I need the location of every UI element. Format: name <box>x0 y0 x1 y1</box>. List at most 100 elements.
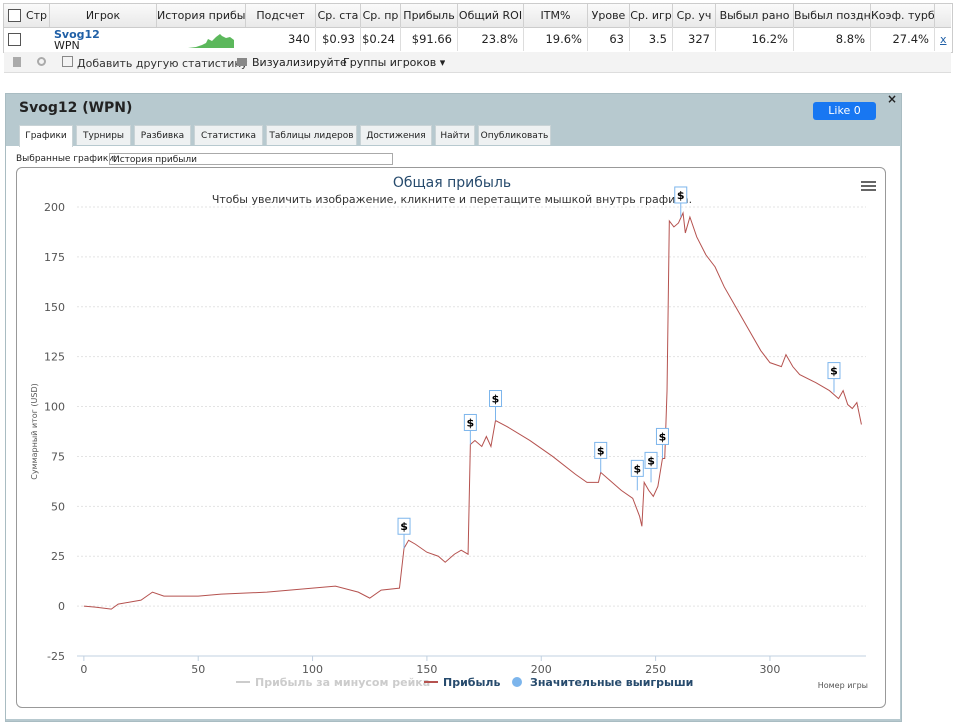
column-header: ITM% <box>524 4 588 27</box>
tab[interactable]: Таблицы лидеров <box>266 125 357 145</box>
flag <box>630 459 644 477</box>
chart-select[interactable]: История прибыли <box>109 153 393 165</box>
y-tick-label: 100 <box>44 401 65 414</box>
flag <box>594 441 608 459</box>
player-name[interactable]: Svog12 <box>54 28 100 41</box>
column-header: Ср. игр <box>630 4 673 27</box>
flag-label: $ <box>647 454 655 467</box>
trash-icon[interactable] <box>13 57 21 67</box>
y-tick-label: 25 <box>51 550 65 563</box>
tab[interactable]: Разбивка <box>134 125 191 145</box>
cell-value: 8.8% <box>794 27 871 51</box>
cell-value: $0.24 <box>361 27 401 51</box>
x-tick-label: 150 <box>416 663 437 676</box>
x-tick-label: 300 <box>759 663 780 676</box>
cell-value: $0.93 <box>316 27 361 51</box>
column-header: Прибыль <box>401 4 458 27</box>
flag <box>655 427 669 445</box>
column-header: Ср. пр <box>361 4 401 27</box>
column-header: Урове <box>588 4 630 27</box>
chart-frame <box>16 167 886 708</box>
player-site: WPN <box>54 39 80 52</box>
cell-value: 3.5 <box>630 27 673 51</box>
sparkline <box>168 34 234 48</box>
player-groups-label: Группы игроков <box>343 56 437 69</box>
header-checkbox[interactable] <box>8 9 21 22</box>
cell-value: 340 <box>246 27 316 51</box>
tab[interactable]: Графики <box>19 125 73 147</box>
chart: Общая прибыль Чтобы увеличить изображение… <box>30 175 876 690</box>
tab[interactable]: Статистика <box>194 125 263 145</box>
y-tick-label: 125 <box>44 351 65 364</box>
cell-value: 19.6% <box>524 27 588 51</box>
panel-body <box>6 146 900 719</box>
menu-button[interactable] <box>861 181 876 183</box>
legend-symbol <box>512 677 522 687</box>
visualize[interactable]: Визуализируйте <box>237 56 347 69</box>
menu-line <box>861 189 876 191</box>
flag <box>397 517 411 535</box>
flag <box>674 186 688 204</box>
column-header: Выбыл поздне <box>794 4 871 27</box>
flag <box>489 390 503 408</box>
legend-label[interactable]: Прибыль <box>443 676 500 689</box>
column-header: Выбыл рано <box>716 4 794 27</box>
tab[interactable]: Опубликовать <box>478 125 551 145</box>
column-header: Ср. уч <box>673 4 716 27</box>
flag <box>827 362 841 380</box>
y-tick-label: 175 <box>44 251 65 264</box>
cell-value: 23.8% <box>458 27 524 51</box>
cell-value: 27.4% <box>871 27 935 51</box>
profit-line <box>83 211 862 610</box>
cell-value: 16.2% <box>716 27 794 51</box>
x-tick-label: 50 <box>191 663 205 676</box>
select-value: История прибыли <box>113 155 197 165</box>
y-tick-label: 200 <box>44 201 65 214</box>
refresh-icon[interactable] <box>37 57 46 66</box>
add-stat[interactable]: Добавить другую статистику <box>62 56 248 70</box>
flag-label: $ <box>492 393 500 406</box>
select-label: Выбранные графики: <box>16 154 118 164</box>
like-button[interactable]: Like 0 <box>813 102 876 120</box>
cell-value: 63 <box>588 27 630 51</box>
close-button[interactable]: × <box>887 92 898 106</box>
x-tick-label: 0 <box>80 663 87 676</box>
y-tick-label: 50 <box>51 500 65 513</box>
column-header: Ср. ста <box>316 4 361 27</box>
legend-label[interactable]: Прибыль за минусом рейка <box>255 676 430 689</box>
player-groups[interactable]: Группы игроков ▾ <box>343 56 446 69</box>
column-header: Общий ROI <box>458 4 524 27</box>
chart-subtitle: Чтобы увеличить изображение, кликните и … <box>212 193 692 206</box>
tab[interactable]: Турниры <box>76 125 131 145</box>
chart-title: Общая прибыль <box>393 175 511 191</box>
remove-link[interactable]: x <box>940 33 947 46</box>
flag <box>644 451 658 469</box>
x-tick-label: 200 <box>531 663 552 676</box>
tab[interactable]: Найти <box>435 125 475 145</box>
x-tick-label: 250 <box>645 663 666 676</box>
cell-value: $91.66 <box>401 27 458 51</box>
add-stat-label: Добавить другую статистику <box>77 57 248 70</box>
y-tick-label: 0 <box>58 600 65 613</box>
y-tick-label: -25 <box>47 650 65 663</box>
cell-value: 327 <box>673 27 716 51</box>
row-checkbox[interactable] <box>8 33 21 46</box>
flag-label: $ <box>467 416 475 429</box>
panel-title: Svog12 (WPN) <box>19 100 133 116</box>
x-tick-label: 100 <box>302 663 323 676</box>
legend-label[interactable]: Значительные выигрыши <box>530 676 693 689</box>
column-header: Стр <box>24 4 50 27</box>
flag-label: $ <box>597 444 605 457</box>
toolbar <box>4 52 951 73</box>
column-header: Подсчет <box>246 4 316 27</box>
y-tick-label: 75 <box>51 450 65 463</box>
y-tick-label: 150 <box>44 301 65 314</box>
flag-label: $ <box>659 430 667 443</box>
column-header: Коэф. турб <box>871 4 935 27</box>
tab[interactable]: Достижения <box>360 125 432 145</box>
visualize-label: Визуализируйте <box>252 56 347 69</box>
column-header: Игрок <box>50 4 157 27</box>
y-axis-label: Суммарный итог (USD) <box>30 383 39 480</box>
column-header: История прибы <box>157 4 246 27</box>
